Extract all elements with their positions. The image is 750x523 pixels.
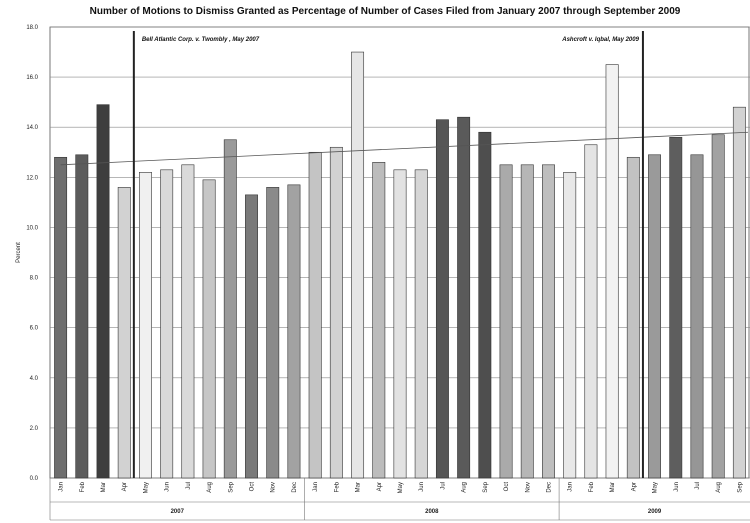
category-label: Aug [716,482,722,493]
category-label: Mar [610,482,616,492]
category-label: Jul [440,482,446,490]
year-label: 2007 [171,509,185,515]
category-label: Jan [568,482,574,492]
bar-20 [478,131,492,479]
bar-28 [648,154,661,479]
category-label: Apr [631,482,637,491]
y-tick-label: 8.0 [30,276,39,282]
category-label: Sep [228,481,234,492]
y-tick-label: 12.0 [26,175,38,181]
bar-30 [690,154,704,479]
bar-9 [245,194,258,479]
bar-7 [202,179,216,479]
category-label: Jul [695,482,701,490]
category-label: Apr [122,482,128,491]
bar-1 [75,154,89,479]
bar-32 [732,106,746,479]
category-label: Feb [589,481,595,492]
y-tick-label: 16.0 [26,75,38,81]
category-label: May [398,482,404,493]
y-tick-label: 18.0 [26,25,38,31]
category-axis: Jan Feb Mar Apr May Jun Jul Aug Sep Oct Nov Dec Jan F… [59,481,744,493]
category-label: Apr [377,482,383,491]
y-axis-label: Percent [16,242,22,263]
category-label: Dec [292,482,298,493]
bar-31 [711,134,725,479]
category-label: Jul [186,482,192,490]
y-tick-label: 2.0 [30,426,39,432]
y-tick-label: 4.0 [30,376,39,382]
y-tick-label: 0.0 [30,476,39,482]
bar-14 [351,51,365,479]
annotation-layer: Bell Atlantic Corp. v. Twombly , May 200… [132,31,644,478]
bar-10 [266,187,280,479]
category-label: Mar [356,482,362,492]
y-tick-label: 6.0 [30,326,39,332]
category-label: Sep [483,481,489,492]
bar-29 [669,136,683,479]
trendline [60,131,749,166]
bar-17 [414,169,428,479]
category-label: Sep [737,481,743,492]
year-axis: 2007 2008 2009 [49,478,750,521]
bar-15 [372,162,386,479]
y-tick-label: 10.0 [26,225,38,231]
bar-0 [54,156,68,479]
category-label: May [653,482,659,493]
bar-16 [393,169,407,479]
annotation-label-0: Bell Atlantic Corp. v. Twombly , May 200… [142,37,260,43]
bar-26 [605,64,619,479]
bar-8 [223,139,237,479]
category-label: Jun [674,482,680,492]
category-label: Feb [80,481,86,492]
annotation-label-1: Ashcroft v. Iqbal, May 2009 [561,37,639,43]
category-label: Nov [525,482,531,493]
bar-3 [117,187,131,479]
category-label: Feb [334,481,340,492]
y-tick-layer: 0.0 2.0 4.0 6.0 8.0 10.0 12.0 14.0 16.0 18.0 [26,25,38,482]
category-label: Jun [419,482,425,492]
bar-2 [96,104,110,479]
category-label: Oct [504,482,510,492]
bar-4 [139,172,152,479]
bar-25 [584,144,598,479]
category-label: Nov [271,482,277,493]
category-label: Oct [250,482,256,492]
category-label: Mar [101,482,107,492]
bar-22 [520,164,534,479]
bar-5 [160,169,174,479]
year-label: 2008 [425,509,439,515]
category-label: Aug [207,482,213,493]
category-label: Jun [165,482,171,492]
trendline-layer [60,131,749,166]
category-label: Dec [546,482,552,493]
chart-title: Number of Motions to Dismiss Granted as … [90,6,681,17]
category-label: Aug [462,482,468,493]
category-label: Jan [59,482,65,492]
y-tick-label: 14.0 [26,125,38,131]
category-label: May [143,482,149,493]
category-label: Jan [313,482,319,492]
bar-13 [329,146,343,479]
bar-19 [457,116,471,479]
bar-21 [499,164,513,479]
bar-27 [626,156,640,479]
bar-6 [181,164,195,479]
bar-24 [563,172,577,479]
bar-18 [435,119,449,479]
bar-12 [308,151,322,479]
bar-11 [287,184,301,479]
year-label: 2009 [648,509,662,515]
bar-23 [542,164,555,479]
bar-layer [54,51,746,479]
